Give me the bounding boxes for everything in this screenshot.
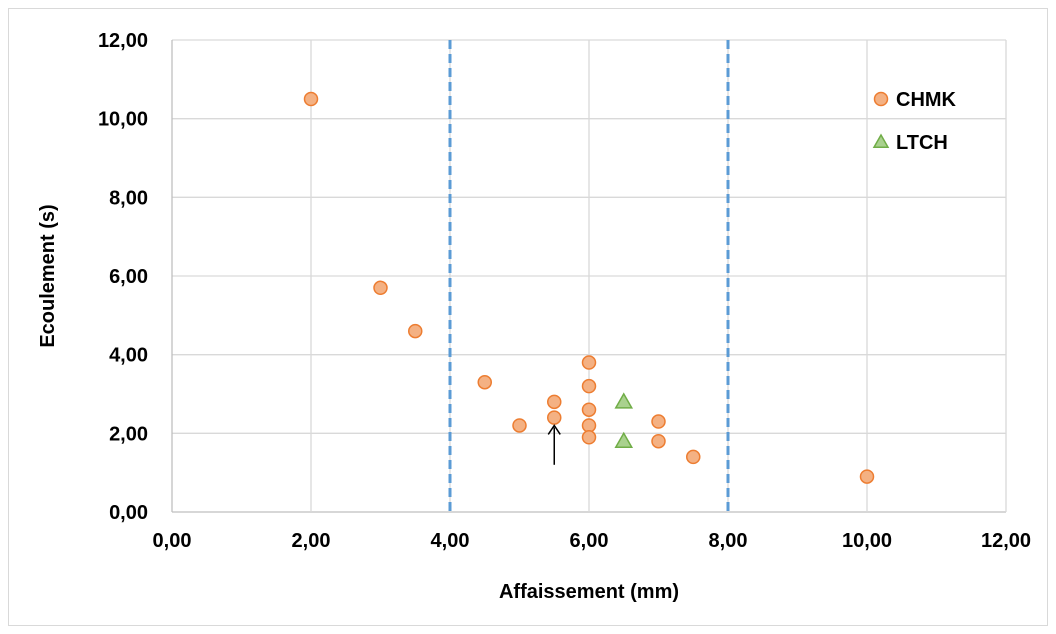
y-tick-label: 8,00 xyxy=(109,187,148,209)
chmk-point xyxy=(408,323,423,339)
chmk-point xyxy=(581,355,597,370)
chmk-point xyxy=(581,430,597,445)
ltch-point xyxy=(614,431,634,448)
chmk-point xyxy=(547,410,562,425)
chmk-point xyxy=(651,433,666,449)
chmk-point xyxy=(303,91,319,107)
x-axis-title: Affaissement (mm) xyxy=(499,581,679,603)
y-tick-label: 2,00 xyxy=(109,423,148,445)
x-tick-label: 6,00 xyxy=(570,530,609,552)
chmk-point xyxy=(686,449,701,465)
x-tick-label: 2,00 xyxy=(292,530,331,552)
y-axis-title: Ecoulement (s) xyxy=(37,204,59,347)
x-tick-label: 4,00 xyxy=(431,530,470,552)
x-tick-label: 12,00 xyxy=(981,530,1031,552)
chart-frame xyxy=(8,8,1048,626)
chmk-point xyxy=(581,378,597,394)
legend-marker-chmk xyxy=(873,91,889,107)
chmk-point xyxy=(373,280,388,296)
legend: CHMK LTCH xyxy=(872,89,957,154)
ltch-point xyxy=(614,392,634,409)
x-tick-label: 10,00 xyxy=(842,530,892,552)
chmk-point xyxy=(581,402,597,417)
y-tick-label: 0,00 xyxy=(109,502,148,524)
legend-label: LTCH xyxy=(896,132,948,154)
legend-label: CHMK xyxy=(896,89,957,111)
arrow-head xyxy=(547,424,561,435)
y-tick-label: 12,00 xyxy=(98,30,148,52)
data-points xyxy=(303,91,875,484)
chmk-point xyxy=(512,418,527,433)
chmk-point xyxy=(859,469,875,484)
legend-marker-ltch xyxy=(872,133,890,148)
chmk-point xyxy=(477,374,492,390)
y-tick-labels: 0,00 2,00 4,00 6,00 8,00 10,00 12,00 xyxy=(98,30,148,524)
x-tick-labels: 0,00 2,00 4,00 6,00 8,00 10,00 12,00 xyxy=(153,530,1032,552)
chmk-point xyxy=(547,394,562,410)
reference-lines xyxy=(448,40,730,512)
y-tick-label: 4,00 xyxy=(109,345,148,367)
y-tick-label: 10,00 xyxy=(98,109,148,131)
y-tick-label: 6,00 xyxy=(109,266,148,288)
x-tick-label: 0,00 xyxy=(153,530,192,552)
x-tick-label: 8,00 xyxy=(709,530,748,552)
chmk-point xyxy=(651,414,666,429)
annotation-arrow xyxy=(547,424,561,465)
